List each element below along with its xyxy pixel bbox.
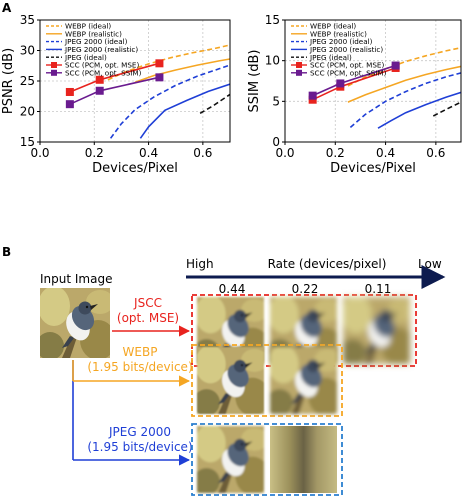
legend-label: WEBP (ideal) — [310, 22, 356, 31]
x-tick-label: 0.6 — [426, 146, 445, 160]
series-line-3 — [139, 83, 230, 139]
x-tick-label: 0.2 — [85, 146, 104, 160]
y-tick-label: 15 — [265, 13, 280, 27]
webp-thumb-1 — [197, 347, 264, 414]
rate-value-3: 0.11 — [365, 282, 392, 296]
legend: WEBP (ideal)WEBP (realistic)JPEG 2000 (i… — [291, 22, 387, 77]
rate-title: Rate (devices/pixel) — [268, 257, 387, 271]
series-line-4 — [199, 93, 230, 114]
y-tick-label: 0 — [272, 135, 280, 149]
y-tick-label: 10 — [265, 54, 280, 68]
data-point — [95, 86, 104, 95]
series-line-2 — [109, 64, 230, 139]
panel-label-b: B — [2, 245, 11, 259]
x-tick-label: 0.0 — [30, 146, 49, 160]
x-tick-label: 0.2 — [326, 146, 345, 160]
series-group — [308, 46, 461, 129]
y-tick-label: 30 — [20, 44, 35, 58]
jpeg2000-thumb-2 — [270, 426, 337, 493]
legend-label: JPEG 2000 (realistic) — [64, 45, 138, 54]
webp-label: WEBP — [123, 345, 158, 359]
axes-frame — [284, 19, 462, 143]
legend: WEBP (ideal)WEBP (realistic)JPEG 2000 (i… — [46, 22, 142, 77]
x-tick-label: 0.6 — [193, 146, 212, 160]
legend-label: JPEG (ideal) — [309, 53, 352, 62]
input-image — [40, 288, 110, 358]
legend-label: SCC (PCM, opt. MSE) — [310, 61, 384, 70]
data-point — [336, 79, 345, 88]
legend-label: JPEG (ideal) — [64, 53, 107, 62]
webp-thumb-2 — [270, 347, 337, 414]
jpeg2000-label: JPEG 2000 — [108, 425, 171, 439]
series-line-1 — [347, 65, 461, 103]
rate-value-2: 0.22 — [292, 282, 319, 296]
data-point — [391, 61, 400, 70]
legend-marker — [51, 69, 57, 76]
panel-label-a: A — [2, 1, 12, 15]
y-axis-label: SSIM (dB) — [247, 49, 262, 112]
legend-marker — [51, 62, 57, 68]
data-point — [95, 75, 104, 84]
legend-label: SCC (PCM, opt. SSIM) — [65, 68, 142, 77]
data-point — [308, 95, 317, 104]
legend-label: SCC (PCM, opt. MSE) — [65, 61, 139, 70]
legend-label: WEBP (realistic) — [65, 29, 122, 38]
jscc-box — [191, 294, 417, 367]
legend-label: SCC (PCM, opt. SSIM) — [310, 68, 387, 77]
y-tick-label: 20 — [20, 105, 35, 119]
jscc-label: JSCC — [133, 296, 162, 310]
x-axis-label: Devices/Pixel — [92, 161, 178, 176]
row-jscc: JSCC (opt. MSE) — [112, 294, 417, 367]
legend-label: WEBP (ideal) — [65, 22, 111, 31]
legend-label: JPEG 2000 (realistic) — [309, 45, 383, 54]
jpeg2000-thumb-1 — [197, 426, 264, 493]
psnr-chart: 0.0 0.2 0.4 0.6 15 20 25 30 35 Devices/Pixel PSNR … — [1, 13, 231, 176]
jscc-sublabel: (opt. MSE) — [117, 311, 179, 325]
webp-box — [191, 344, 343, 417]
data-point — [155, 59, 164, 68]
data-point — [155, 73, 164, 82]
legend-marker — [296, 69, 302, 76]
x-tick-label: 0.4 — [376, 146, 395, 160]
row-jpeg2000: JPEG 2000 (1.95 bits/device) — [73, 423, 343, 496]
series-line-4 — [432, 101, 461, 117]
x-tick-label: 0.4 — [139, 146, 158, 160]
rate-high-label: High — [186, 257, 214, 271]
x-tick-label: 0.0 — [275, 146, 294, 160]
input-image-label: Input Image — [40, 272, 112, 286]
y-tick-label: 5 — [272, 94, 280, 108]
jpeg2000-box — [191, 423, 343, 496]
ssim-chart: 0.0 0.2 0.4 0.6 0 5 10 15 Devices/Pixel SSIM (dB)… — [247, 13, 462, 176]
row-webp: WEBP (1.95 bits/device) — [72, 344, 343, 460]
series-line-0 — [347, 46, 461, 87]
y-axis-label: PSNR (dB) — [1, 48, 16, 114]
y-tick-label: 25 — [20, 74, 35, 88]
panel-b: Input Image High Rate (devices/pixel) Lo… — [40, 257, 446, 496]
legend-label: JPEG 2000 (ideal) — [309, 37, 373, 46]
y-tick-label: 15 — [20, 135, 35, 149]
y-tick-label: 35 — [20, 13, 35, 27]
series-line-1 — [134, 58, 230, 83]
series-line-2 — [349, 72, 461, 129]
data-point — [65, 87, 74, 96]
x-axis-label: Devices/Pixel — [330, 161, 416, 176]
webp-sublabel: (1.95 bits/device) — [87, 360, 192, 374]
data-point — [308, 91, 317, 100]
legend-label: JPEG 2000 (ideal) — [64, 37, 128, 46]
series-line-3 — [377, 91, 461, 129]
legend-label: WEBP (realistic) — [310, 29, 367, 38]
jpeg2000-sublabel: (1.95 bits/device) — [87, 440, 192, 454]
legend-marker — [296, 62, 302, 68]
jscc-thumb-3 — [343, 297, 410, 364]
series-group — [65, 44, 230, 139]
rate-value-1: 0.44 — [219, 282, 246, 296]
rate-low-label: Low — [418, 257, 442, 271]
series-line-0 — [107, 44, 230, 81]
data-point — [65, 100, 74, 109]
